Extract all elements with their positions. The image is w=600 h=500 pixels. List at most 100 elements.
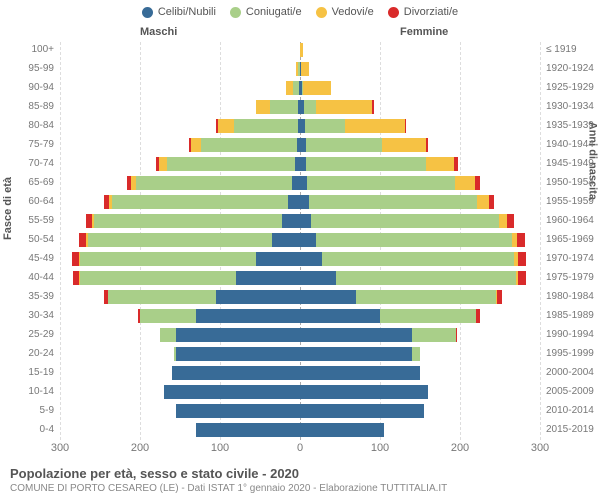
age-label: 10-14: [0, 384, 54, 400]
legend-label: Celibi/Nubili: [158, 6, 216, 18]
pyramid-row: [60, 213, 540, 229]
segment-married: [412, 328, 456, 342]
birth-year-label: 1990-1994: [546, 327, 600, 343]
segment-divorced: [518, 271, 526, 285]
birth-year-label: 1970-1974: [546, 251, 600, 267]
segment-single: [300, 385, 428, 399]
segment-widowed: [345, 119, 405, 133]
age-label: 0-4: [0, 422, 54, 438]
female-bar: [300, 423, 384, 437]
segment-single: [256, 252, 300, 266]
male-bar: [104, 290, 300, 304]
segment-single: [300, 233, 316, 247]
segment-married: [270, 100, 298, 114]
female-bar: [300, 214, 514, 228]
age-label: 15-19: [0, 365, 54, 381]
x-tick-label: 100: [211, 442, 229, 454]
birth-year-label: 2010-2014: [546, 403, 600, 419]
segment-widowed: [256, 100, 270, 114]
age-label: 45-49: [0, 251, 54, 267]
pyramid-row: [60, 137, 540, 153]
age-label: 50-54: [0, 232, 54, 248]
segment-divorced: [72, 252, 79, 266]
age-label: 80-84: [0, 118, 54, 134]
male-header: Maschi: [140, 26, 177, 38]
pyramid-row: [60, 156, 540, 172]
birth-year-label: 1965-1969: [546, 232, 600, 248]
segment-married: [160, 328, 176, 342]
segment-divorced: [517, 233, 525, 247]
segment-divorced: [507, 214, 514, 228]
male-bar: [174, 347, 300, 361]
legend: Celibi/NubiliConiugati/eVedovi/eDivorzia…: [0, 6, 600, 18]
birth-year-label: 1935-1939: [546, 118, 600, 134]
segment-married: [307, 176, 455, 190]
segment-single: [196, 309, 300, 323]
male-bar: [73, 271, 300, 285]
segment-single: [300, 195, 309, 209]
male-bar: [86, 214, 300, 228]
x-tick-label: 200: [131, 442, 149, 454]
age-label: 75-79: [0, 137, 54, 153]
age-label: 60-64: [0, 194, 54, 210]
segment-widowed: [218, 119, 234, 133]
legend-label: Coniugati/e: [246, 6, 302, 18]
male-bar: [72, 252, 300, 266]
birth-year-label: 1945-1949: [546, 156, 600, 172]
segment-divorced: [79, 233, 86, 247]
female-bar: [300, 195, 494, 209]
segment-married: [304, 100, 316, 114]
x-tick-label: 200: [451, 442, 469, 454]
female-bar: [300, 290, 502, 304]
segment-single: [300, 366, 420, 380]
legend-item: Coniugati/e: [230, 6, 302, 18]
male-bar: [286, 81, 300, 95]
pyramid-row: [60, 80, 540, 96]
segment-single: [176, 404, 300, 418]
gridline: [540, 42, 541, 440]
birth-year-label: 2005-2009: [546, 384, 600, 400]
segment-single: [300, 404, 424, 418]
segment-married: [234, 119, 298, 133]
chart-container: Celibi/NubiliConiugati/eVedovi/eDivorzia…: [0, 0, 600, 500]
male-bar: [196, 423, 300, 437]
segment-single: [272, 233, 300, 247]
male-bar: [189, 138, 300, 152]
birth-year-label: 2000-2004: [546, 365, 600, 381]
segment-single: [300, 328, 412, 342]
segment-widowed: [191, 138, 201, 152]
segment-single: [164, 385, 300, 399]
age-label: 90-94: [0, 80, 54, 96]
female-bar: [300, 328, 457, 342]
segment-widowed: [301, 62, 309, 76]
legend-label: Vedovi/e: [332, 6, 374, 18]
segment-married: [108, 290, 216, 304]
segment-married: [412, 347, 420, 361]
birth-year-label: 1975-1979: [546, 270, 600, 286]
segment-married: [380, 309, 476, 323]
segment-married: [306, 138, 382, 152]
segment-married: [316, 233, 512, 247]
age-label: 35-39: [0, 289, 54, 305]
chart-area: [60, 42, 540, 440]
segment-single: [216, 290, 300, 304]
x-tick-label: 300: [531, 442, 549, 454]
segment-single: [282, 214, 300, 228]
segment-widowed: [316, 100, 372, 114]
segment-divorced: [456, 328, 457, 342]
female-bar: [300, 404, 424, 418]
segment-widowed: [303, 81, 331, 95]
segment-widowed: [477, 195, 489, 209]
birth-year-label: ≤ 1919: [546, 42, 600, 58]
segment-married: [201, 138, 297, 152]
age-label: 55-59: [0, 213, 54, 229]
male-bar: [104, 195, 300, 209]
segment-married: [336, 271, 516, 285]
segment-married: [309, 195, 477, 209]
pyramid-row: [60, 42, 540, 58]
female-bar: [300, 138, 428, 152]
pyramid-row: [60, 346, 540, 362]
female-bar: [300, 62, 309, 76]
segment-married: [356, 290, 496, 304]
segment-married: [112, 195, 288, 209]
